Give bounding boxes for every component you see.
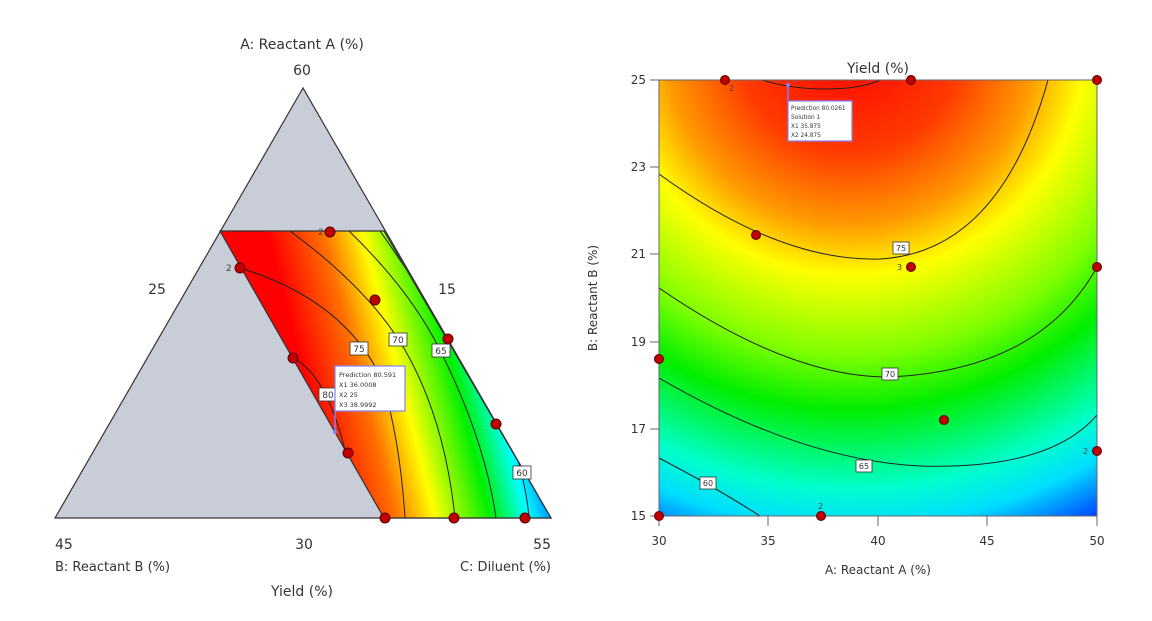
tick-right-side: 15 <box>438 282 456 298</box>
prediction-flag[interactable]: Prediction 80.0261 Solution 1 X1 35.875 … <box>786 83 853 142</box>
point-replicate-label: 2 <box>226 264 232 274</box>
design-point[interactable] <box>906 262 916 272</box>
plot-area <box>659 80 1097 516</box>
flag-line: X1 35.875 <box>791 124 821 130</box>
point-replicate-label: 2 <box>818 502 823 511</box>
y-tick-label: 23 <box>631 160 646 174</box>
flag-line: Prediction 80.591 <box>339 371 396 379</box>
contour-label-75: 75 <box>349 341 369 356</box>
flag-line: X2 24.875 <box>791 133 821 139</box>
svg-text:60: 60 <box>516 469 528 479</box>
tick-b-vertex: 45 <box>55 537 73 553</box>
contour-label-70: 70 <box>881 367 899 381</box>
design-point[interactable] <box>448 512 460 524</box>
svg-text:70: 70 <box>392 336 404 346</box>
design-points <box>234 226 531 524</box>
design-point[interactable] <box>324 226 336 238</box>
flag-line: X2 25 <box>339 391 358 399</box>
contour-label-70: 70 <box>388 332 408 347</box>
chart-title: Yield (%) <box>846 61 909 77</box>
x-tick-label: 50 <box>1089 534 1104 548</box>
point-replicate-label: 3 <box>897 263 902 272</box>
tick-a-apex: 60 <box>293 63 311 79</box>
x-tick-label: 40 <box>870 534 885 548</box>
design-point[interactable] <box>369 294 381 306</box>
axis-a-label: A: Reactant A (%) <box>240 37 364 53</box>
design-point[interactable] <box>342 447 354 459</box>
tick-bottom-side: 30 <box>295 537 313 553</box>
svg-text:75: 75 <box>896 244 906 253</box>
svg-text:70: 70 <box>885 370 895 379</box>
contour-line-75 <box>659 80 1049 260</box>
design-point[interactable] <box>1092 262 1102 272</box>
flag-line: Solution 1 <box>791 115 820 121</box>
svg-text:65: 65 <box>435 347 446 357</box>
design-point[interactable] <box>519 512 531 524</box>
design-point[interactable] <box>654 511 664 521</box>
x-tick-label: 35 <box>760 534 775 548</box>
design-point[interactable] <box>654 354 664 364</box>
contour-chart: Yield (%) 75 70 65 60 25 23 21 19 <box>586 61 1105 577</box>
design-point[interactable] <box>1092 75 1102 85</box>
axis-b-label: B: Reactant B (%) <box>55 560 170 575</box>
y-axis-label: B: Reactant B (%) <box>586 245 600 351</box>
flag-line: Prediction 80.0261 <box>791 106 846 112</box>
design-point[interactable] <box>379 512 391 524</box>
y-tick-label: 19 <box>631 335 646 349</box>
contour-line-70 <box>289 231 456 518</box>
tick-c-vertex: 55 <box>533 537 551 553</box>
y-tick-label: 15 <box>631 509 646 523</box>
contour-label-75: 75 <box>892 241 910 255</box>
tick-left-side: 25 <box>148 282 166 298</box>
design-point[interactable] <box>234 262 246 274</box>
design-point[interactable] <box>490 418 502 430</box>
contour-label-65: 65 <box>855 459 873 473</box>
x-tick-label: 45 <box>979 534 994 548</box>
svg-text:65: 65 <box>859 462 869 471</box>
design-point[interactable] <box>287 352 299 364</box>
flag-line: X1 36.0008 <box>339 381 377 389</box>
design-point[interactable] <box>906 75 916 85</box>
design-points <box>654 75 1102 521</box>
y-axis <box>650 79 659 517</box>
contour-line-80 <box>761 80 881 90</box>
y-tick-label: 25 <box>631 73 646 87</box>
design-point[interactable] <box>720 75 730 85</box>
y-tick-label: 17 <box>631 422 646 436</box>
contour-label-60: 60 <box>699 476 717 490</box>
design-point[interactable] <box>939 415 949 425</box>
prediction-flag[interactable]: Prediction 80.591 X1 36.0008 X2 25 X3 38… <box>333 365 406 434</box>
point-replicate-label: 2 <box>1083 447 1088 456</box>
x-tick-label: 30 <box>651 534 666 548</box>
svg-text:75: 75 <box>353 345 364 355</box>
design-point[interactable] <box>816 511 826 521</box>
point-replicate-label: 2 <box>729 84 734 93</box>
point-replicate-label: 2 <box>318 228 324 238</box>
contour-label-80: 80 <box>318 387 338 402</box>
design-point[interactable] <box>751 230 761 240</box>
chart-title: Yield (%) <box>270 584 333 600</box>
ternary-chart: A: Reactant A (%) 60 25 15 75 70 65 80 6… <box>53 37 553 600</box>
svg-text:60: 60 <box>703 479 713 488</box>
x-axis-label: A: Reactant A (%) <box>825 563 931 577</box>
design-point[interactable] <box>1092 446 1102 456</box>
contour-label-60: 60 <box>512 465 532 480</box>
contour-label-65: 65 <box>431 343 451 358</box>
x-axis <box>658 516 1098 526</box>
axis-c-label: C: Diluent (%) <box>460 560 551 575</box>
flag-line: X3 38.9992 <box>339 401 377 409</box>
y-tick-label: 21 <box>631 247 646 261</box>
svg-text:80: 80 <box>322 391 334 401</box>
contour-line-65 <box>659 377 1097 467</box>
design-point[interactable] <box>442 333 454 345</box>
